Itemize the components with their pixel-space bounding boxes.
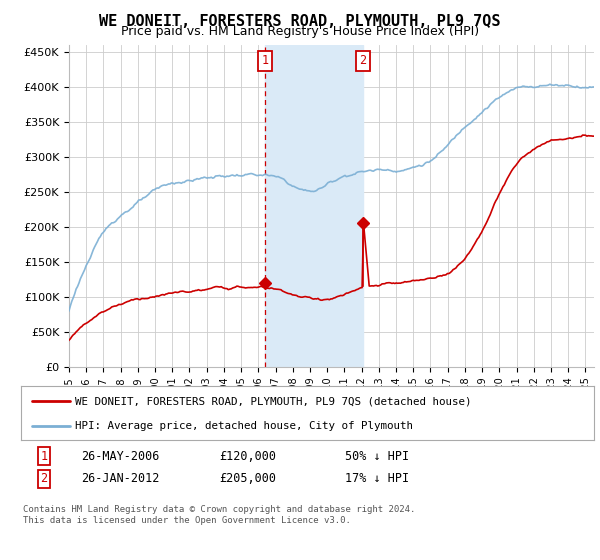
Bar <box>265 45 363 367</box>
Text: Contains HM Land Registry data © Crown copyright and database right 2024.
This d: Contains HM Land Registry data © Crown c… <box>23 505 415 525</box>
Text: 1: 1 <box>262 54 268 67</box>
Text: 2: 2 <box>359 54 367 67</box>
Text: £120,000: £120,000 <box>219 450 276 463</box>
Text: Price paid vs. HM Land Registry's House Price Index (HPI): Price paid vs. HM Land Registry's House … <box>121 25 479 38</box>
Text: 1: 1 <box>40 450 47 463</box>
Text: 26-MAY-2006: 26-MAY-2006 <box>81 450 160 463</box>
Text: 2: 2 <box>40 472 47 486</box>
Text: £205,000: £205,000 <box>219 472 276 486</box>
Text: 50% ↓ HPI: 50% ↓ HPI <box>345 450 409 463</box>
Text: HPI: Average price, detached house, City of Plymouth: HPI: Average price, detached house, City… <box>76 421 413 431</box>
Text: 17% ↓ HPI: 17% ↓ HPI <box>345 472 409 486</box>
Text: WE DONEIT, FORESTERS ROAD, PLYMOUTH, PL9 7QS: WE DONEIT, FORESTERS ROAD, PLYMOUTH, PL9… <box>99 14 501 29</box>
Text: 26-JAN-2012: 26-JAN-2012 <box>81 472 160 486</box>
Text: WE DONEIT, FORESTERS ROAD, PLYMOUTH, PL9 7QS (detached house): WE DONEIT, FORESTERS ROAD, PLYMOUTH, PL9… <box>76 396 472 407</box>
